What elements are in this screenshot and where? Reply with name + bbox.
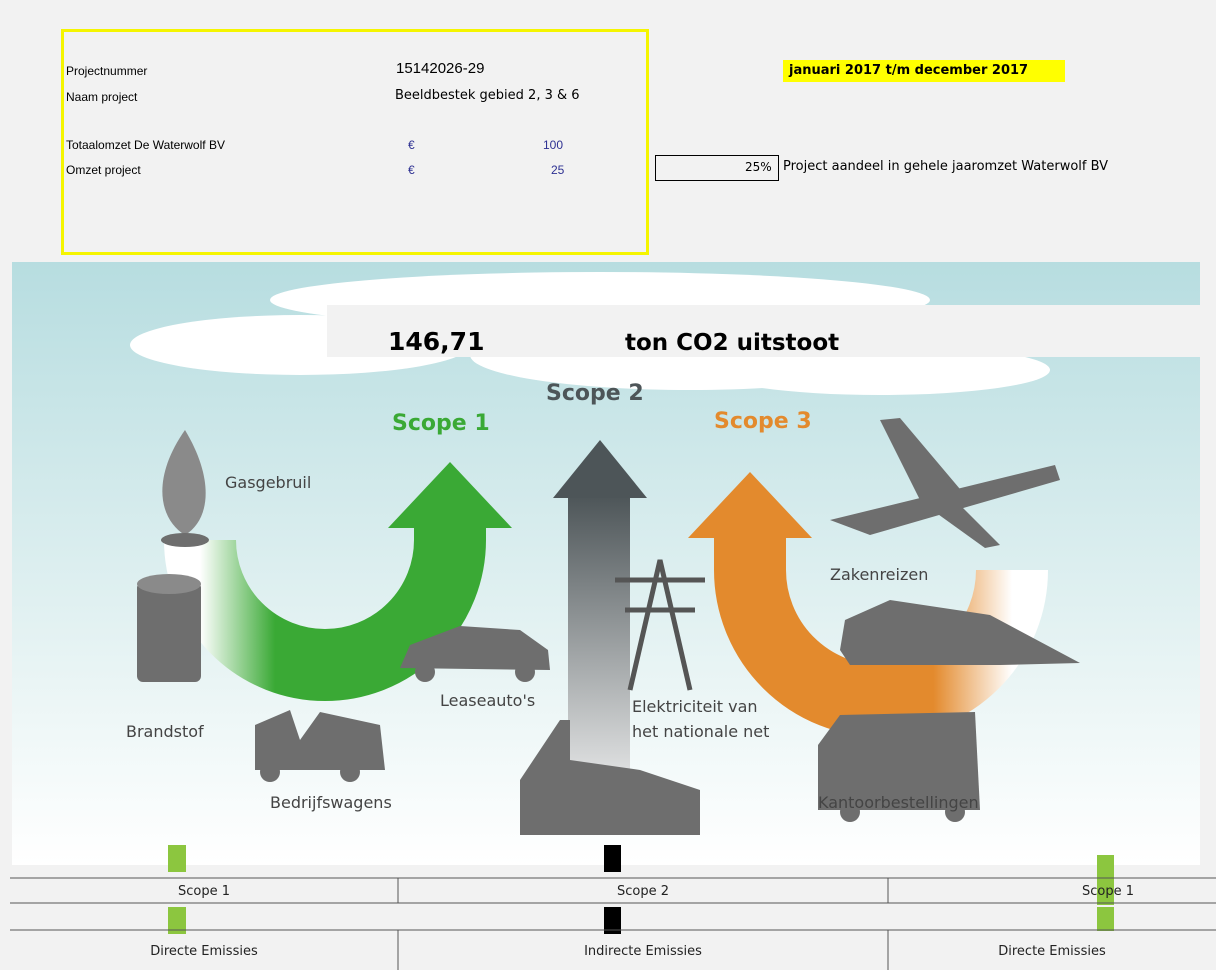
source-label: Elektriciteit van [632,697,758,716]
total-band [327,305,1216,357]
marker [1097,907,1114,931]
unit: ton CO2 uitstoot [625,330,839,356]
value: Beeldbestek gebied 2, 3 & 6 [395,88,580,103]
source-label: Kantoorbestellingen [818,793,979,812]
source-label: het nationale net [632,722,769,741]
table-cell: Directe Emissies [150,944,258,959]
scope1-arrowhead [388,462,512,528]
value: 100 [543,138,564,152]
currency: € [408,138,415,152]
scope-label: Scope 2 [546,381,644,406]
share-label: Project aandeel in gehele jaaromzet Wate… [783,159,1109,174]
source-label: Bedrijfswagens [270,793,392,812]
source-label: Brandstof [126,722,204,741]
table-cell: Directe Emissies [998,944,1106,959]
table-cell: Scope 1 [1081,884,1134,899]
value: 25 [551,163,565,177]
source-labels: Gasgebruil Brandstof Bedrijfswagens Leas… [126,473,979,812]
marker [168,907,186,934]
markers [168,845,1114,934]
label: Naam project [66,90,138,104]
share-cell [655,155,779,181]
source-label: Zakenreizen [830,565,928,584]
header-box [61,29,649,255]
marker [604,907,621,934]
marker [1097,855,1114,905]
scope2-arrowhead [553,440,647,498]
label: Totaalomzet De Waterwolf BV [66,138,225,152]
period: januari 2017 t/m december 2017 [783,60,1065,82]
scope-label: Scope 1 [392,411,490,436]
total: 146,71 [388,327,484,356]
scope3-arrowhead [688,472,812,538]
table-cell: Scope 1 [177,884,230,899]
source-label: Leaseauto's [440,691,535,710]
table-lines [10,877,1216,970]
table-cell: Scope 2 [616,884,669,899]
share: 25% [745,160,772,174]
label: Omzet project [66,163,141,177]
marker [604,845,621,872]
value: 15142026-29 [396,60,485,77]
scope-labels: Scope 1 Scope 2 Scope 3 [392,381,812,436]
source-label: Gasgebruil [225,473,311,492]
label: Projectnummer [66,64,148,78]
table-cell: Indirecte Emissies [584,944,702,959]
scope1-arrow [164,520,486,701]
scope-label: Scope 3 [714,409,812,434]
currency: € [408,163,415,177]
icons [137,418,1080,835]
marker [168,845,186,872]
